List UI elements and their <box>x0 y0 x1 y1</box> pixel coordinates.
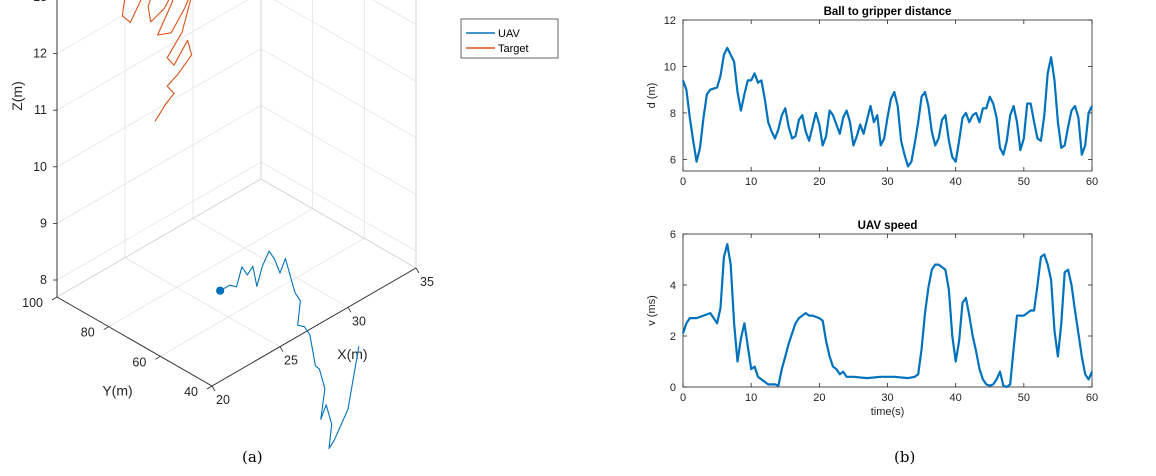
legend: UAV Target <box>461 19 558 58</box>
x-axis-line <box>212 268 416 386</box>
y-tick-label: 2 <box>670 331 676 343</box>
x-tick-label: 30 <box>881 176 893 188</box>
y-tick-label: 8 <box>670 108 676 120</box>
grid-line <box>261 162 416 251</box>
x-tick-label: 30 <box>352 314 366 328</box>
z-tick-label: 13 <box>33 0 47 4</box>
grid-line <box>160 238 364 356</box>
y-axis-label: d (m) <box>646 83 658 109</box>
x-tick <box>348 307 351 312</box>
chart-title: Ball to gripper distance <box>824 6 952 18</box>
x-axis-label: time(s) <box>871 406 905 418</box>
distance-chart: 0 10 20 30 40 50 60 6 8 10 12 Ball to gripper dista… <box>646 6 1098 188</box>
y-tick-label: 6 <box>670 229 676 241</box>
x-tick-label: 60 <box>1086 176 1098 188</box>
grid-line <box>57 0 261 54</box>
z-tick-label: 9 <box>40 216 47 230</box>
x-tick-label: 50 <box>1018 176 1030 188</box>
grid-line <box>125 258 280 347</box>
y-tick-label: 100 <box>22 296 43 310</box>
x-tick <box>416 268 419 273</box>
x-tick-label: 30 <box>881 392 893 404</box>
grid-line <box>57 49 261 167</box>
y-tick-label: 12 <box>664 15 676 27</box>
grid-line <box>57 0 261 110</box>
grid-line <box>261 105 416 194</box>
y-tick <box>155 356 160 359</box>
y-tick-label: 0 <box>670 382 676 394</box>
caption-b: (b) <box>894 448 915 466</box>
grid-line <box>193 218 348 307</box>
y-tick-label: 4 <box>670 280 676 292</box>
grid-line <box>57 162 261 280</box>
y-axis-line <box>57 297 212 386</box>
z-tick-label: 8 <box>40 273 47 287</box>
legend-entry: Target <box>498 43 529 55</box>
chart-title: UAV speed <box>858 220 918 232</box>
series-line-target <box>64 0 195 122</box>
x-tick-label: 50 <box>1018 392 1030 404</box>
y-tick-label: 6 <box>670 154 676 166</box>
y-tick-label: 10 <box>664 61 676 73</box>
y-tick <box>207 386 212 389</box>
x-tick-label: 20 <box>813 176 825 188</box>
x-tick-label: 25 <box>284 354 298 368</box>
x-tick <box>280 347 283 352</box>
x-axis-label: X(m) <box>337 346 367 362</box>
grid-line <box>261 0 416 25</box>
legend-entry: UAV <box>498 28 520 40</box>
y-tick <box>52 297 57 300</box>
pane-edge <box>57 179 261 297</box>
pane-edge <box>261 179 416 268</box>
x-tick-label: 0 <box>680 176 686 188</box>
y-axis-label: v (ms) <box>646 295 658 326</box>
trajectory-3d-chart: 20253035406080100891011121314X(m)Y(m)Z(m… <box>9 0 558 449</box>
x-tick-label: 20 <box>216 393 230 407</box>
y-tick-label: 40 <box>184 385 198 399</box>
x-tick-label: 10 <box>745 392 757 404</box>
x-tick <box>212 386 215 391</box>
z-tick-label: 10 <box>33 160 47 174</box>
x-tick-label: 20 <box>813 392 825 404</box>
speed-chart: 0 10 20 30 40 50 60 0 2 4 6 UAV speed v (ms) time(s) <box>646 220 1098 418</box>
x-tick-label: 40 <box>950 392 962 404</box>
x-tick-label: 60 <box>1086 392 1098 404</box>
y-tick-label: 80 <box>81 326 95 340</box>
grid-line <box>261 49 416 138</box>
z-tick-label: 11 <box>34 103 47 117</box>
y-tick-label: 60 <box>132 355 146 369</box>
start-marker <box>217 287 224 294</box>
y-axis-label: Y(m) <box>102 382 132 398</box>
z-tick-label: 12 <box>33 47 47 61</box>
x-tick-label: 10 <box>745 176 757 188</box>
caption-a: (a) <box>242 448 263 466</box>
x-tick-label: 35 <box>420 275 434 289</box>
grid-line <box>261 0 416 81</box>
x-tick-label: 40 <box>950 176 962 188</box>
grid-line <box>57 105 261 223</box>
y-tick <box>104 327 109 330</box>
x-tick-label: 0 <box>680 392 686 404</box>
z-axis-label: Z(m) <box>9 81 25 111</box>
